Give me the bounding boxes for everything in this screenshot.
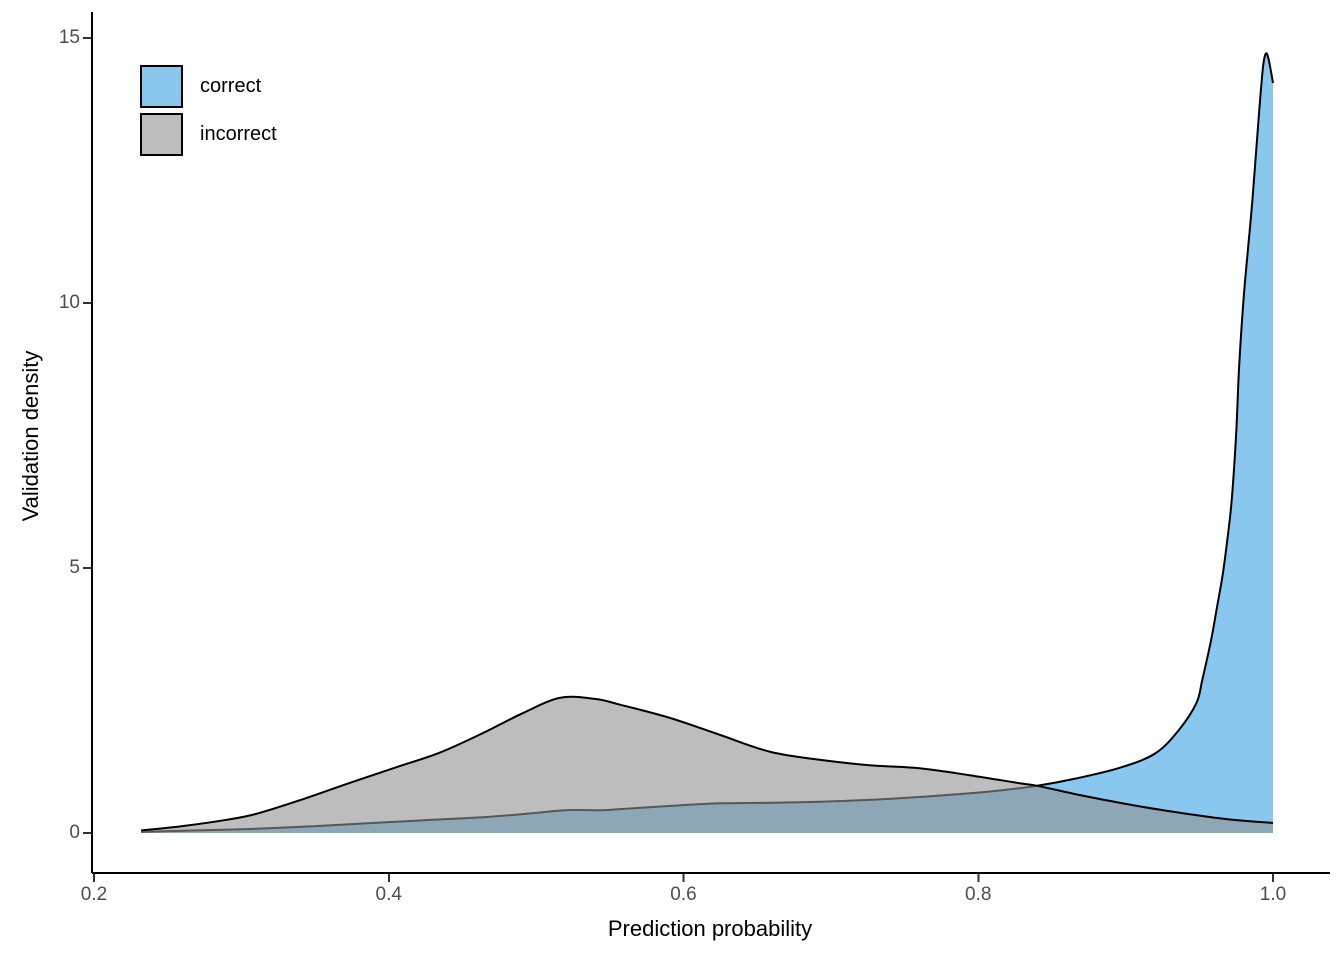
x-tick-label: 0.2 [80, 884, 108, 905]
y-tick-label: 10 [58, 292, 80, 313]
density-area-correct [141, 53, 1274, 834]
legend-swatch-incorrect [140, 113, 183, 156]
x-tick-label: 0.4 [375, 884, 402, 905]
y-tick-label: 5 [69, 557, 80, 578]
legend-label-correct: correct [200, 75, 262, 97]
x-tick-label: 0.8 [965, 884, 992, 905]
legend: correct incorrect [140, 65, 277, 156]
legend-item-incorrect: incorrect [140, 113, 277, 156]
legend-swatch-correct [140, 65, 183, 108]
y-tick-label: 15 [58, 27, 80, 48]
x-axis-title: Prediction probability [607, 916, 813, 941]
x-tick-label: 0.6 [670, 884, 697, 905]
legend-label-incorrect: incorrect [200, 123, 277, 145]
density-outline-correct [141, 52, 1274, 833]
density-outline-incorrect [141, 695, 1274, 832]
legend-item-correct: correct [140, 65, 277, 108]
y-tick-label: 0 [69, 822, 80, 843]
y-axis-title: Validation density [18, 350, 43, 522]
density-area-incorrect [141, 696, 1274, 833]
x-tick-label: 1.0 [1259, 884, 1287, 905]
